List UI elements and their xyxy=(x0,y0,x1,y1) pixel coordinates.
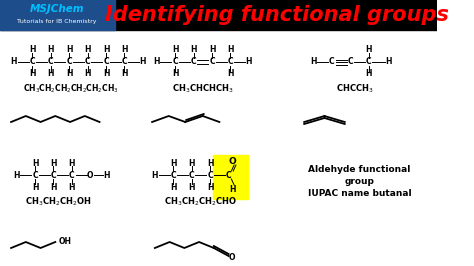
Text: H: H xyxy=(189,182,195,192)
Text: C: C xyxy=(66,57,72,66)
Text: H: H xyxy=(170,159,176,168)
Text: C: C xyxy=(85,57,91,66)
Text: H: H xyxy=(170,182,176,192)
Text: C: C xyxy=(51,171,56,180)
Bar xyxy=(0,0,437,30)
Text: CH$_3$CH$_2$CH$_2$CHO: CH$_3$CH$_2$CH$_2$CHO xyxy=(164,196,237,208)
Text: C: C xyxy=(347,57,353,66)
Text: CH$_3$CH$_2$CH$_2$OH: CH$_3$CH$_2$CH$_2$OH xyxy=(25,196,91,208)
Text: H: H xyxy=(69,182,75,192)
Text: H: H xyxy=(227,45,234,55)
Text: IUPAC name butanal: IUPAC name butanal xyxy=(308,189,411,198)
Text: CH$_3$CHCHCH$_3$: CH$_3$CHCHCH$_3$ xyxy=(172,83,234,95)
Text: H: H xyxy=(10,57,17,66)
Text: H: H xyxy=(103,45,109,55)
Text: H: H xyxy=(386,57,392,66)
Text: H: H xyxy=(154,57,160,66)
Text: H: H xyxy=(29,69,36,78)
Text: H: H xyxy=(104,171,110,180)
Text: C: C xyxy=(29,57,35,66)
Text: C: C xyxy=(189,171,194,180)
Text: Identifying functional groups: Identifying functional groups xyxy=(105,5,448,25)
Bar xyxy=(213,155,248,199)
Text: MSJChem: MSJChem xyxy=(30,4,84,14)
Text: C: C xyxy=(209,57,215,66)
Text: H: H xyxy=(50,182,57,192)
Text: C: C xyxy=(207,171,213,180)
Text: C: C xyxy=(366,57,372,66)
Text: C: C xyxy=(228,57,233,66)
Text: H: H xyxy=(121,69,128,78)
Text: H: H xyxy=(140,57,146,66)
Text: H: H xyxy=(191,45,197,55)
Text: H: H xyxy=(66,69,73,78)
Text: Aldehyde functional: Aldehyde functional xyxy=(308,165,410,174)
Text: H: H xyxy=(227,69,234,78)
Text: CH$_3$CH$_2$CH$_2$CH$_2$CH$_2$CH$_3$: CH$_3$CH$_2$CH$_2$CH$_2$CH$_2$CH$_3$ xyxy=(23,83,119,95)
Bar xyxy=(0,0,115,30)
Text: H: H xyxy=(207,159,213,168)
Text: H: H xyxy=(172,45,178,55)
Text: C: C xyxy=(69,171,75,180)
Text: H: H xyxy=(50,159,57,168)
Text: C: C xyxy=(329,57,335,66)
Text: H: H xyxy=(84,45,91,55)
Text: H: H xyxy=(189,159,195,168)
Text: C: C xyxy=(32,171,38,180)
Text: H: H xyxy=(152,171,158,180)
Text: H: H xyxy=(121,45,128,55)
Text: H: H xyxy=(13,171,20,180)
Text: H: H xyxy=(32,182,38,192)
Text: group: group xyxy=(345,177,374,186)
Text: OH: OH xyxy=(59,238,72,247)
Text: H: H xyxy=(84,69,91,78)
Text: O: O xyxy=(229,252,236,261)
Text: C: C xyxy=(191,57,196,66)
Text: H: H xyxy=(207,182,213,192)
Text: H: H xyxy=(29,45,36,55)
Text: H: H xyxy=(69,159,75,168)
Text: C: C xyxy=(48,57,54,66)
Text: H: H xyxy=(246,57,252,66)
Text: H: H xyxy=(229,185,236,193)
Bar xyxy=(3,31,434,263)
Text: H: H xyxy=(365,45,372,55)
Text: H: H xyxy=(172,69,178,78)
Text: H: H xyxy=(103,69,109,78)
Text: H: H xyxy=(310,57,317,66)
Text: C: C xyxy=(226,171,231,180)
Text: H: H xyxy=(365,69,372,78)
Text: C: C xyxy=(171,171,176,180)
Text: H: H xyxy=(47,69,54,78)
Text: C: C xyxy=(173,57,178,66)
Text: H: H xyxy=(47,45,54,55)
Text: O: O xyxy=(87,171,93,180)
Text: C: C xyxy=(103,57,109,66)
Text: O: O xyxy=(228,156,236,165)
Text: Tutorials for IB Chemistry: Tutorials for IB Chemistry xyxy=(18,19,97,23)
Text: H: H xyxy=(66,45,73,55)
Text: H: H xyxy=(32,159,38,168)
Text: C: C xyxy=(122,57,127,66)
Text: H: H xyxy=(209,45,215,55)
Text: CHCCH$_3$: CHCCH$_3$ xyxy=(336,83,374,95)
